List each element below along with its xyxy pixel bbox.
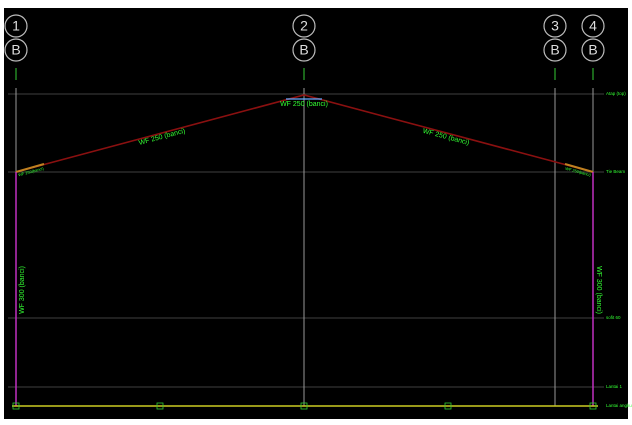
grid-bubble	[4, 38, 28, 62]
grid-row: B	[11, 42, 20, 58]
grid-bubble	[581, 38, 605, 62]
grid-bubble	[581, 14, 605, 38]
rafter	[15, 94, 594, 173]
grid-number: 2	[300, 18, 308, 34]
member-label: WF 250(banci)	[565, 166, 592, 178]
level-label: Atap (top)	[606, 91, 626, 96]
canvas	[4, 8, 628, 419]
haunch	[15, 163, 45, 173]
level-label: Lantai 1	[606, 384, 623, 389]
grid-row: B	[299, 42, 308, 58]
grid-bubble	[543, 14, 567, 38]
grid-number: 4	[589, 18, 597, 34]
support	[156, 402, 164, 410]
member-label: WF 250(banci)	[18, 166, 45, 178]
grid-number: 3	[551, 18, 559, 34]
grid-bubble	[292, 14, 316, 38]
support	[444, 402, 452, 410]
grid-bubble	[543, 38, 567, 62]
level-label: Lantai angkur	[606, 403, 632, 408]
grid-bubble	[4, 14, 28, 38]
grid-bubble	[292, 38, 316, 62]
grid-lines: 1 B 2 B 3 B 4 B	[4, 14, 605, 406]
member-label: WF 300 (banci)	[19, 266, 26, 314]
level-label: sofit 60	[606, 315, 621, 320]
level-label: Tie Beam	[606, 169, 625, 174]
level-lines: Atap (top) Tie Beam sofit 60 Lantai 1 Lantai…	[8, 91, 632, 408]
support	[12, 402, 20, 410]
supports	[12, 402, 597, 410]
grid-row: B	[550, 42, 559, 58]
member-label: WF 300 (banci)	[595, 266, 602, 314]
grid-row: B	[588, 42, 597, 58]
support	[589, 402, 597, 410]
member-label: WF 250 (banci)	[280, 101, 328, 108]
haunch	[564, 163, 594, 173]
grid-number: 1	[12, 18, 20, 34]
support	[300, 402, 308, 410]
